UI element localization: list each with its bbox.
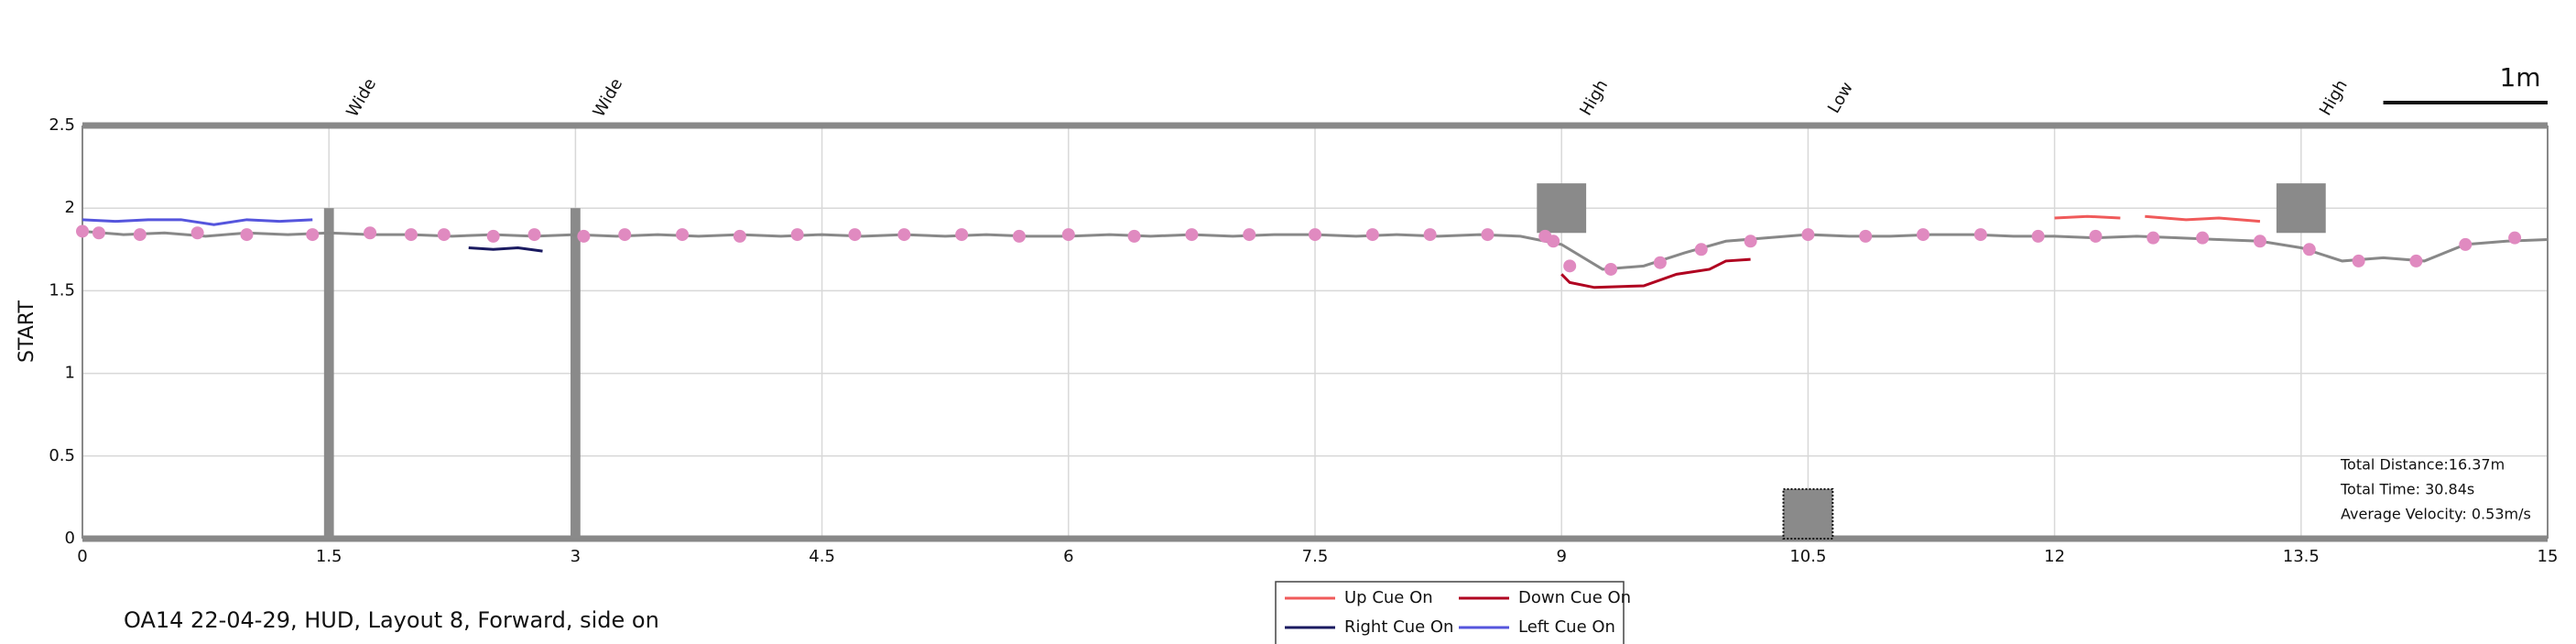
x-tick-label: 3	[571, 547, 581, 566]
cue-line	[2054, 214, 2261, 224]
marker	[306, 228, 320, 242]
marker	[486, 229, 500, 243]
annotation: Wide	[590, 75, 627, 120]
y-tick-label: 1	[65, 364, 75, 383]
y-axis-label: START	[16, 300, 38, 363]
stat: Total Distance:16.37m	[2340, 456, 2505, 474]
x-tick-label: 6	[1063, 547, 1073, 566]
annotation: High	[2316, 77, 2352, 119]
annotation: High	[1576, 77, 1612, 119]
annotation: Low	[1824, 79, 1857, 116]
obstacle	[571, 208, 581, 539]
legend-box	[1275, 581, 1625, 644]
x-tick-label: 4.5	[809, 547, 835, 566]
marker	[527, 228, 541, 242]
obstacle	[2276, 183, 2326, 234]
x-tick-label: 12	[2044, 547, 2065, 566]
marker	[404, 228, 418, 242]
cue-line	[1560, 257, 1751, 289]
marker	[2196, 231, 2210, 245]
marker	[1185, 228, 1199, 242]
marker	[2508, 231, 2522, 245]
legend-label: Left Cue On	[1518, 617, 1615, 637]
marker	[2409, 254, 2423, 267]
marker	[1012, 229, 1026, 243]
marker	[897, 228, 911, 242]
y-tick-label: 0.5	[49, 446, 75, 465]
marker	[1744, 235, 1757, 248]
stat: Average Velocity: 0.53m/s	[2341, 506, 2531, 523]
x-tick-label: 10.5	[1789, 547, 1826, 566]
annotation: Wide	[342, 75, 380, 120]
x-tick-label: 9	[1556, 547, 1566, 566]
marker	[1481, 228, 1495, 242]
marker	[676, 228, 690, 242]
marker	[1547, 235, 1560, 248]
x-tick-label: 15	[2538, 547, 2559, 566]
obstacle	[1537, 183, 1587, 234]
marker	[1801, 228, 1815, 242]
marker	[92, 226, 105, 240]
marker	[364, 226, 377, 240]
marker	[848, 228, 862, 242]
marker	[1859, 229, 1873, 243]
caption: OA14 22-04-29, HUD, Layout 8, Forward, s…	[124, 607, 659, 633]
marker	[1973, 228, 1987, 242]
legend-label: Right Cue On	[1344, 617, 1453, 637]
marker	[2352, 254, 2365, 267]
x-tick-label: 7.5	[1302, 547, 1329, 566]
marker	[1423, 228, 1437, 242]
marker	[790, 228, 804, 242]
cue-line	[82, 218, 313, 226]
legend-label: Down Cue On	[1518, 588, 1631, 607]
marker	[1694, 243, 1708, 257]
stat: Total Time: 30.84s	[2340, 481, 2474, 498]
marker	[1563, 259, 1577, 273]
marker	[2459, 237, 2473, 251]
marker	[1243, 228, 1256, 242]
scale-bar-label: 1m	[2499, 62, 2540, 93]
y-tick-label: 2.5	[49, 115, 75, 135]
marker	[955, 228, 969, 242]
marker	[190, 226, 204, 240]
y-tick-label: 0	[65, 529, 75, 548]
marker	[2089, 229, 2103, 243]
marker	[1604, 262, 1618, 276]
x-tick-label: 1.5	[316, 547, 342, 566]
marker	[618, 228, 632, 242]
marker	[1309, 228, 1321, 242]
marker	[437, 228, 451, 242]
marker	[2302, 243, 2316, 257]
marker	[1061, 228, 1075, 242]
obstacle	[323, 208, 334, 539]
y-tick-label: 2	[65, 198, 75, 217]
marker	[1917, 228, 1930, 242]
marker	[1653, 256, 1667, 269]
marker	[2031, 229, 2045, 243]
marker	[133, 228, 147, 242]
x-tick-label: 13.5	[2283, 547, 2320, 566]
marker	[2253, 235, 2266, 248]
marker	[577, 229, 591, 243]
marker	[76, 224, 89, 238]
obstacle	[1782, 487, 1834, 540]
cue-line	[468, 246, 543, 253]
marker	[733, 229, 746, 243]
marker	[2147, 231, 2160, 245]
y-tick-label: 1.5	[49, 280, 75, 300]
marker	[1127, 229, 1141, 243]
marker	[240, 228, 254, 242]
legend-label: Up Cue On	[1344, 588, 1433, 607]
x-tick-label: 0	[77, 547, 87, 566]
marker	[1365, 228, 1379, 242]
